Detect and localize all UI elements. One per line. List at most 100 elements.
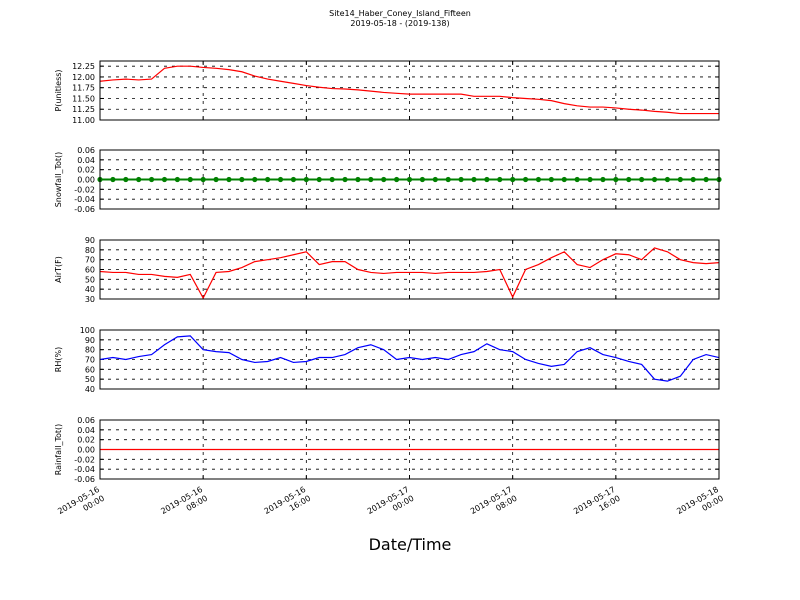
data-point [368, 176, 374, 183]
y-tick-label: 50 [85, 375, 95, 384]
data-point [548, 176, 554, 183]
x-tick-label: 2019-05-1616:00 [263, 485, 313, 525]
data-point [136, 176, 142, 183]
plot-frame [99, 329, 720, 390]
data-point [277, 176, 284, 183]
data-point [690, 176, 696, 183]
data-point [522, 176, 529, 183]
series-line [99, 247, 720, 300]
data-point [123, 176, 129, 183]
data-point [187, 176, 193, 183]
x-axis-label: Date/Time [369, 535, 452, 554]
y-axis-label: Snowfall_Tot() [54, 152, 63, 208]
data-point [290, 176, 297, 183]
y-tick-label: 12.25 [72, 62, 95, 71]
data-point [406, 176, 413, 183]
y-tick-label: -0.04 [74, 465, 95, 474]
data-point [419, 176, 425, 183]
y-tick-label: 70 [85, 356, 95, 365]
data-point [484, 176, 490, 183]
y-tick-label: -0.06 [74, 205, 95, 214]
data-point [161, 176, 168, 183]
y-axis-label: P(unitless) [54, 69, 63, 111]
y-tick-label: 40 [85, 385, 95, 394]
y-tick-label: -0.02 [74, 455, 95, 464]
x-tick-label: 2019-05-1716:00 [572, 485, 622, 525]
y-tick-label: 0.06 [77, 416, 95, 425]
plot-frame [99, 149, 720, 210]
data-point [510, 176, 516, 183]
y-axis-label: Rainfall_Tot() [54, 424, 63, 476]
y-tick-label: 11.00 [72, 116, 95, 125]
data-point [535, 176, 542, 183]
y-tick-label: -0.02 [74, 185, 95, 194]
data-point [600, 176, 606, 183]
y-axis-label: RH(%) [54, 347, 63, 372]
data-point [316, 176, 322, 183]
y-tick-label: 0.06 [77, 146, 95, 155]
y-tick-label: 70 [85, 256, 95, 265]
data-point [239, 176, 245, 183]
plot-frame [99, 239, 720, 300]
x-tick-label: 2019-05-1608:00 [159, 485, 209, 525]
y-tick-label: 90 [85, 336, 95, 345]
data-point [458, 176, 464, 183]
series-line [99, 65, 719, 115]
data-point [587, 176, 593, 183]
data-point [471, 176, 477, 183]
data-point [265, 176, 271, 183]
series-line [99, 335, 720, 382]
data-point [226, 176, 232, 183]
data-point [174, 176, 180, 183]
y-tick-label: -0.06 [74, 475, 95, 484]
data-point [200, 176, 206, 183]
y-tick-label: 0.02 [77, 166, 95, 175]
data-point [329, 176, 335, 183]
data-point [148, 176, 155, 183]
y-tick-label: 0.00 [77, 176, 95, 185]
y-tick-label: 80 [85, 246, 95, 255]
y-tick-label: 90 [85, 236, 95, 245]
y-tick-label: 30 [85, 295, 95, 304]
x-tick-label: 2019-05-1708:00 [469, 485, 519, 525]
y-tick-label: 11.75 [72, 84, 95, 93]
data-point [110, 176, 116, 183]
y-tick-label: 60 [85, 266, 95, 275]
data-point [355, 176, 361, 183]
chart-subtitle: 2019-05-18 - (2019-138) [350, 19, 449, 28]
chart-title: Site14_Haber_Coney_Island_Fifteen [329, 9, 471, 18]
plot-frame [99, 419, 720, 480]
y-tick-label: 100 [80, 326, 95, 335]
y-tick-label: 40 [85, 285, 95, 294]
data-point [432, 176, 438, 183]
y-tick-label: 0.00 [77, 446, 95, 455]
y-tick-label: 50 [85, 275, 95, 284]
data-point [497, 176, 503, 183]
data-point [394, 176, 400, 183]
data-point [445, 176, 451, 183]
y-tick-label: 11.25 [72, 105, 95, 114]
y-tick-label: -0.04 [74, 195, 95, 204]
y-tick-label: 11.50 [72, 94, 95, 103]
y-axis-label: AirT(F) [54, 256, 63, 283]
x-tick-label: 2019-05-1600:00 [56, 485, 106, 525]
plot-frame [99, 60, 720, 121]
y-tick-label: 60 [85, 365, 95, 374]
data-point [213, 176, 219, 183]
data-point [651, 176, 658, 183]
data-point [252, 176, 258, 183]
x-tick-label: 2019-05-1800:00 [675, 485, 725, 525]
x-tick-label: 2019-05-1700:00 [366, 485, 416, 525]
y-tick-label: 12.00 [72, 73, 95, 82]
data-point [677, 176, 683, 183]
y-tick-label: 0.04 [77, 426, 95, 435]
y-tick-label: 0.02 [77, 436, 95, 445]
data-point [561, 176, 567, 183]
data-point [303, 176, 309, 183]
data-point [639, 176, 645, 183]
data-point [342, 176, 348, 183]
data-point [626, 176, 632, 183]
data-point [574, 176, 580, 183]
y-tick-label: 80 [85, 346, 95, 355]
